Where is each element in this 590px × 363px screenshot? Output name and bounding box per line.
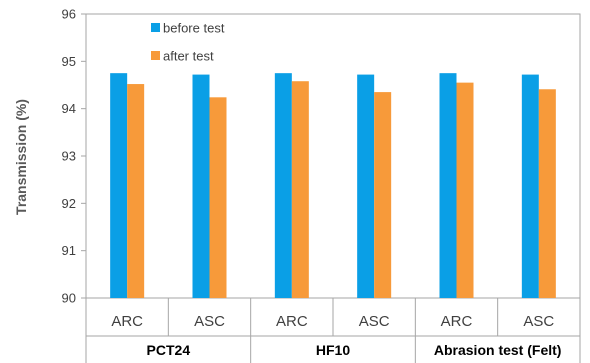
bar-before-test xyxy=(522,75,539,298)
x-group-label: PCT24 xyxy=(147,342,191,358)
x-category-label: ARC xyxy=(111,313,143,330)
y-tick-label: 90 xyxy=(62,291,76,306)
y-tick-label: 95 xyxy=(62,54,76,69)
bar-after-test xyxy=(457,83,474,298)
legend-label: after test xyxy=(163,49,214,64)
y-tick-label: 93 xyxy=(62,149,76,164)
plot-frame xyxy=(86,14,580,298)
bar-before-test xyxy=(193,75,210,298)
bar-after-test xyxy=(127,84,144,298)
y-tick-label: 94 xyxy=(62,101,76,116)
x-category-label: ARC xyxy=(441,313,473,330)
x-group-label: Abrasion test (Felt) xyxy=(434,342,562,358)
x-category-label: ASC xyxy=(359,313,390,330)
legend-swatch xyxy=(151,51,160,60)
x-category-label: ASC xyxy=(523,313,554,330)
y-tick-label: 91 xyxy=(62,243,76,258)
bar-before-test xyxy=(357,75,374,298)
x-category-label: ASC xyxy=(194,313,225,330)
bar-before-test xyxy=(440,73,457,298)
legend-label: before test xyxy=(163,21,225,36)
bar-after-test xyxy=(210,97,227,298)
y-tick-label: 92 xyxy=(62,196,76,211)
bar-before-test xyxy=(110,73,127,298)
y-axis-label: Transmission (%) xyxy=(13,99,29,215)
x-group-label: HF10 xyxy=(316,342,350,358)
x-category-label: ARC xyxy=(276,313,308,330)
legend-swatch xyxy=(151,23,160,32)
bar-after-test xyxy=(292,81,309,298)
bar-after-test xyxy=(374,92,391,298)
y-tick-label: 96 xyxy=(62,7,76,22)
bar-after-test xyxy=(539,89,556,298)
bar-before-test xyxy=(275,73,292,298)
